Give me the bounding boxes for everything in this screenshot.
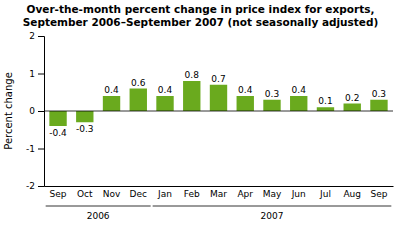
data-label: -0.4 xyxy=(49,128,67,138)
x-tick-label: May xyxy=(263,189,282,199)
bar xyxy=(370,100,387,111)
x-tick-label: Feb xyxy=(184,189,200,199)
annotation: 2007 xyxy=(261,211,284,221)
bar xyxy=(49,111,66,126)
data-label: -0.3 xyxy=(76,124,94,134)
x-tick: Apr xyxy=(237,189,253,199)
y-axis: -2 -1 0 1 2 xyxy=(26,31,44,191)
y-tick: 1 xyxy=(29,69,44,79)
zero-line xyxy=(44,111,393,112)
y-tick: 2 xyxy=(29,31,44,41)
y-tick-mark xyxy=(38,36,44,37)
x-tick-label: Nov xyxy=(103,189,121,199)
bar xyxy=(156,96,173,111)
x-tick-label: Oct xyxy=(77,189,93,199)
y-tick-mark xyxy=(38,186,44,187)
x-tick-label: Jun xyxy=(291,189,306,199)
data-label: 0.3 xyxy=(265,89,279,99)
y-tick-label: 0 xyxy=(29,106,35,116)
bar xyxy=(290,96,307,111)
y-tick: -1 xyxy=(26,144,44,154)
plot: -2 -1 0 1 2 Sep Oct Nov Dec Jan Feb Mar Apr May Jun Jul… xyxy=(26,31,393,221)
x-tick-label: Jul xyxy=(319,189,331,199)
x-tick: Jul xyxy=(319,189,331,199)
data-label: 0.6 xyxy=(131,78,146,88)
x-tick-label: Sep xyxy=(370,189,387,199)
y-axis-label: Percent change xyxy=(3,72,14,150)
x-tick-label: Apr xyxy=(237,189,253,199)
data-label: 0.4 xyxy=(292,85,307,95)
data-label: 0.2 xyxy=(345,93,359,103)
x-tick: Sep xyxy=(370,189,387,199)
x-tick: Nov xyxy=(103,189,121,199)
data-labels: -0.4 -0.3 0.4 0.6 0.4 0.8 0.7 0.4 0.3 0.4 0.1 0.2 0.… xyxy=(49,70,386,138)
x-tick: Jun xyxy=(291,189,306,199)
x-axis: Sep Oct Nov Dec Jan Feb Mar Apr May Jun Jul Aug Sep xyxy=(45,187,394,200)
x-tick: Mar xyxy=(210,189,227,199)
data-label: 0.4 xyxy=(238,85,253,95)
bar xyxy=(130,89,147,112)
x-tick: Sep xyxy=(50,189,67,199)
annotation-line xyxy=(153,206,392,207)
x-tick-label: Dec xyxy=(130,189,147,199)
x-tick: Oct xyxy=(77,189,93,199)
bar xyxy=(263,100,280,111)
x-tick: Dec xyxy=(130,189,147,199)
data-label: 0.8 xyxy=(185,70,200,80)
bar xyxy=(183,81,200,111)
bars xyxy=(49,81,387,126)
data-label: 0.3 xyxy=(372,89,386,99)
bar xyxy=(103,96,120,111)
data-label: 0.4 xyxy=(158,85,173,95)
bar xyxy=(76,111,93,122)
y-tick-label: 1 xyxy=(29,69,35,79)
y-tick-mark xyxy=(38,111,44,112)
x-tick: May xyxy=(263,189,282,199)
bar xyxy=(237,96,254,111)
y-tick-label: -1 xyxy=(26,144,35,154)
bar xyxy=(344,104,361,112)
chart: Over-the-month percent change in price i… xyxy=(0,0,401,238)
x-tick: Aug xyxy=(343,189,361,199)
x-tick: Jan xyxy=(157,189,172,199)
data-label: 0.4 xyxy=(104,85,119,95)
y-tick-label: 2 xyxy=(29,31,35,41)
data-label: 0.7 xyxy=(211,74,225,84)
y-tick: 0 xyxy=(29,106,44,116)
y-tick-label: -2 xyxy=(26,181,35,191)
x-tick-label: Aug xyxy=(343,189,361,199)
x-tick: Feb xyxy=(184,189,200,199)
annotations: 2006 2007 xyxy=(46,206,392,221)
y-tick-mark xyxy=(38,74,44,75)
bar xyxy=(317,107,334,111)
x-tick-label: Mar xyxy=(210,189,227,199)
annotation-line xyxy=(46,206,151,207)
y-tick-mark xyxy=(38,149,44,150)
y-tick: -2 xyxy=(26,181,44,191)
x-tick-label: Sep xyxy=(50,189,67,199)
x-tick-label: Jan xyxy=(157,189,172,199)
y-axis-line xyxy=(38,37,45,187)
annotation: 2006 xyxy=(87,211,110,221)
data-label: 0.1 xyxy=(318,96,332,106)
bar xyxy=(210,85,227,111)
title: Over-the-month percent change in price i… xyxy=(23,3,379,28)
x-axis-line xyxy=(45,186,394,187)
